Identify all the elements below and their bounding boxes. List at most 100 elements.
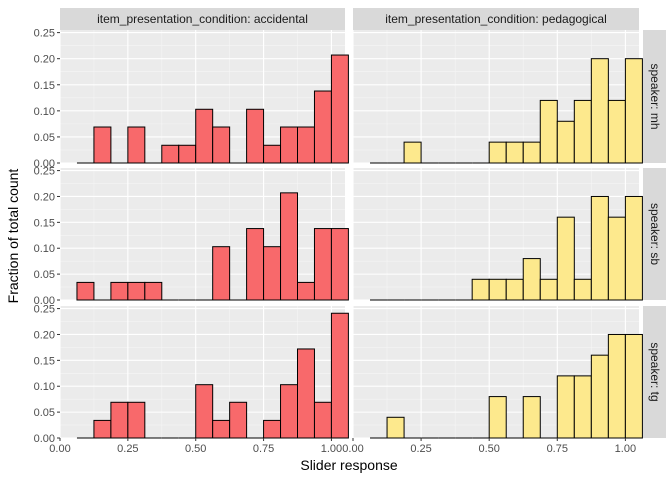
- histogram-bar: [297, 126, 315, 164]
- histogram-bar: [212, 246, 231, 301]
- facet-strip-row-label: speaker: tg: [648, 342, 662, 401]
- y-tick-label: 0.00: [34, 158, 55, 170]
- histogram-bar: [590, 354, 609, 439]
- x-tick-label: 0.50: [478, 443, 499, 455]
- histogram-bar: [522, 396, 541, 439]
- y-tick-label: 0.20: [34, 54, 55, 66]
- histogram-bar: [297, 281, 315, 301]
- histogram-bar: [127, 401, 146, 439]
- histogram-bar: [386, 416, 405, 439]
- histogram-bar: [93, 126, 112, 164]
- y-tick-label: 0.10: [34, 106, 55, 118]
- y-tick-label: 0.00: [34, 295, 55, 307]
- histogram-bar: [539, 278, 558, 301]
- histogram-bar: [212, 419, 231, 439]
- histogram-bar: [488, 396, 507, 439]
- panel-background: [60, 168, 345, 300]
- x-tick-label: 1.00: [321, 443, 342, 455]
- y-tick-label: 0.25: [34, 28, 55, 40]
- y-tick-label: 0.05: [34, 132, 55, 144]
- x-tick-label: 0.25: [410, 443, 431, 455]
- histogram-bar: [624, 195, 643, 301]
- y-tick-label: 0.20: [34, 191, 55, 203]
- histogram-bar: [488, 278, 507, 301]
- y-tick-label: 0.05: [34, 269, 55, 281]
- histogram-bar: [573, 375, 592, 439]
- x-tick-label: 0.75: [253, 443, 274, 455]
- y-tick-label: 0.05: [34, 407, 55, 419]
- x-tick-label: 0.75: [547, 443, 568, 455]
- histogram-bar: [280, 126, 298, 164]
- histogram-bar: [505, 141, 524, 164]
- histogram-bar: [178, 144, 197, 164]
- histogram-bar: [330, 54, 349, 164]
- histogram-bar: [522, 258, 541, 301]
- histogram-bar: [229, 401, 248, 439]
- x-tick-label: 0.00: [49, 443, 70, 455]
- x-tick-label: 0.00: [342, 443, 363, 455]
- histogram-bar: [539, 99, 558, 164]
- histogram-bar: [607, 99, 626, 164]
- histogram-bar: [297, 348, 315, 439]
- facet-strip-row: [643, 30, 666, 163]
- facet-strip-column-label: item_presentation_condition: accidental: [97, 12, 308, 26]
- y-tick-label: 0.15: [34, 217, 55, 229]
- histogram-bar: [624, 333, 643, 439]
- histogram-bar: [590, 195, 609, 301]
- histogram-bar: [607, 333, 626, 439]
- y-tick-label: 0.20: [34, 329, 55, 341]
- histogram-bar: [573, 278, 592, 301]
- y-tick-label: 0.15: [34, 355, 55, 367]
- x-tick-label: 0.50: [185, 443, 206, 455]
- y-tick-label: 0.10: [34, 381, 55, 393]
- y-tick-label: 0.25: [34, 166, 55, 178]
- histogram-bar: [313, 401, 332, 439]
- facet-strip-row: [643, 168, 666, 300]
- histogram-bar: [161, 144, 180, 164]
- histogram-bar: [212, 126, 231, 164]
- histogram-bar: [127, 126, 146, 164]
- histogram-bar: [488, 141, 507, 164]
- histogram-bar: [607, 216, 626, 301]
- histogram-bar: [76, 281, 95, 301]
- histogram-bar: [624, 58, 643, 164]
- histogram-bar: [590, 58, 609, 164]
- histogram-bar: [471, 278, 490, 301]
- histogram-bar: [330, 228, 349, 301]
- histogram-bar: [313, 90, 332, 164]
- facet-strip-row-label: speaker: sb: [648, 203, 662, 265]
- histogram-bar: [110, 281, 129, 301]
- histogram-bar: [110, 401, 129, 439]
- histogram-bar: [522, 141, 541, 164]
- facet-strip-column: [60, 8, 345, 30]
- histogram-bar: [330, 312, 349, 439]
- x-tick-label: 0.25: [117, 443, 138, 455]
- histogram-bar: [313, 228, 332, 301]
- y-tick-label: 0.00: [34, 433, 55, 445]
- histogram-bar: [246, 228, 265, 301]
- y-tick-label: 0.15: [34, 80, 55, 92]
- facet-strip-row-label: speaker: mh: [648, 63, 662, 129]
- histogram-bar: [556, 120, 575, 164]
- facet-strip-column: [353, 8, 639, 30]
- y-axis-title: Fraction of total count: [5, 169, 21, 304]
- histogram-bar: [195, 108, 214, 164]
- histogram-bar: [93, 419, 112, 439]
- facet-strip-column-label: item_presentation_condition: pedagogical: [385, 12, 607, 26]
- histogram-bar: [144, 281, 163, 301]
- histogram-bar: [556, 375, 575, 439]
- histogram-bar: [280, 384, 298, 439]
- histogram-bar: [127, 281, 146, 301]
- histogram-bar: [505, 278, 524, 301]
- histogram-bar: [263, 246, 282, 301]
- y-tick-label: 0.10: [34, 243, 55, 255]
- histogram-bar: [280, 192, 298, 301]
- facet-strip-row: [643, 306, 666, 438]
- histogram-bar: [246, 108, 265, 164]
- histogram-bar: [263, 144, 282, 164]
- y-tick-label: 0.25: [34, 304, 55, 316]
- histogram-bar: [263, 419, 282, 439]
- histogram-bar: [556, 216, 575, 301]
- histogram-bar: [195, 384, 214, 439]
